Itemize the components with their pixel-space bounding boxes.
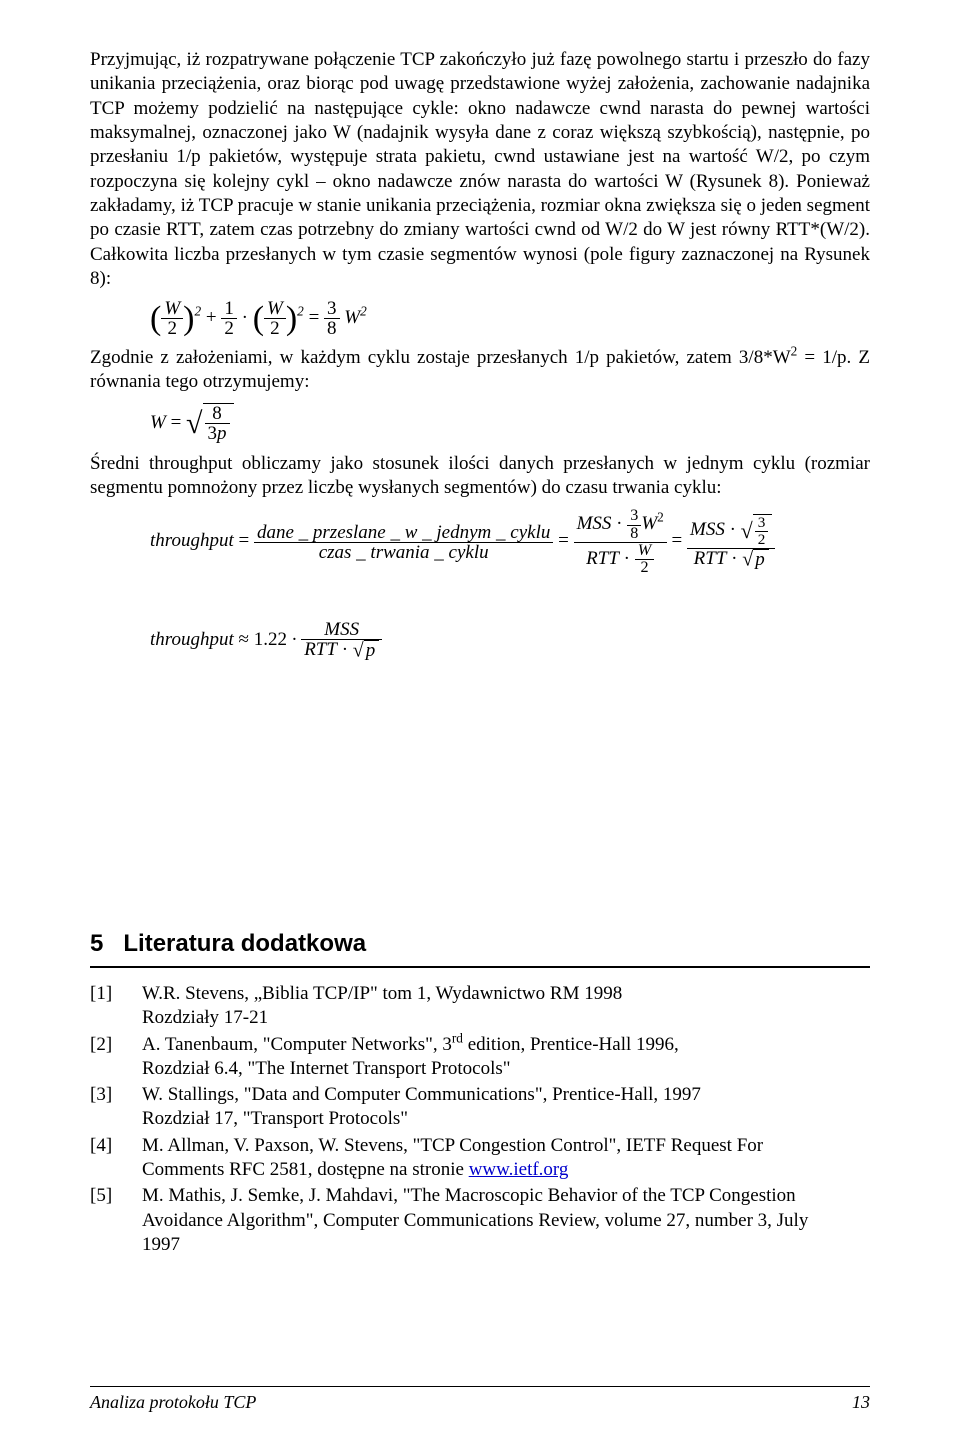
paragraph-3: Średni throughput obliczamy jako stosune… — [90, 452, 870, 501]
formula-3: throughput = dane _ przeslane _ w _ jedn… — [150, 508, 870, 576]
page: Przyjmując, iż rozpatrywane połączenie T… — [0, 0, 960, 1444]
footer-title: Analiza protokołu TCP — [90, 1391, 256, 1414]
reference-tag: [3] — [90, 1083, 142, 1132]
formula-4: throughput ≈ 1.22 · MSS RTT · √p — [150, 620, 870, 661]
reference-tag: [4] — [90, 1134, 142, 1183]
paragraph-2: Zgodnie z założeniami, w każdym cyklu zo… — [90, 346, 870, 395]
reference-item: [3]W. Stallings, "Data and Computer Comm… — [90, 1083, 870, 1132]
footer-page-number: 13 — [852, 1391, 870, 1414]
reference-tag: [5] — [90, 1184, 142, 1257]
reference-body: M. Allman, V. Paxson, W. Stevens, "TCP C… — [142, 1134, 870, 1183]
page-footer: Analiza protokołu TCP 13 — [90, 1386, 870, 1414]
formula-2: W = √83p — [150, 403, 870, 444]
reference-tag: [2] — [90, 1033, 142, 1082]
reference-body: A. Tanenbaum, "Computer Networks", 3rd e… — [142, 1033, 870, 1082]
reference-item: [5]M. Mathis, J. Semke, J. Mahdavi, "The… — [90, 1184, 870, 1257]
reference-body: W.R. Stevens, „Biblia TCP/IP" tom 1, Wyd… — [142, 982, 870, 1031]
reference-item: [1]W.R. Stevens, „Biblia TCP/IP" tom 1, … — [90, 982, 870, 1031]
paragraph-1: Przyjmując, iż rozpatrywane połączenie T… — [90, 48, 870, 291]
section-heading: 5 Literatura dodatkowa — [90, 929, 870, 968]
section-title: Literatura dodatkowa — [123, 930, 366, 957]
reference-tag: [1] — [90, 982, 142, 1031]
reference-item: [4]M. Allman, V. Paxson, W. Stevens, "TC… — [90, 1134, 870, 1183]
reference-item: [2]A. Tanenbaum, "Computer Networks", 3r… — [90, 1033, 870, 1082]
reference-body: W. Stallings, "Data and Computer Communi… — [142, 1083, 870, 1132]
reference-body: M. Mathis, J. Semke, J. Mahdavi, "The Ma… — [142, 1184, 870, 1257]
references-list: [1]W.R. Stevens, „Biblia TCP/IP" tom 1, … — [90, 982, 870, 1257]
section-number: 5 — [90, 930, 103, 957]
formula-1: (W2)2 + 12 · (W2)2 = 38 W2 — [150, 299, 870, 338]
ietf-link[interactable]: www.ietf.org — [469, 1159, 569, 1180]
